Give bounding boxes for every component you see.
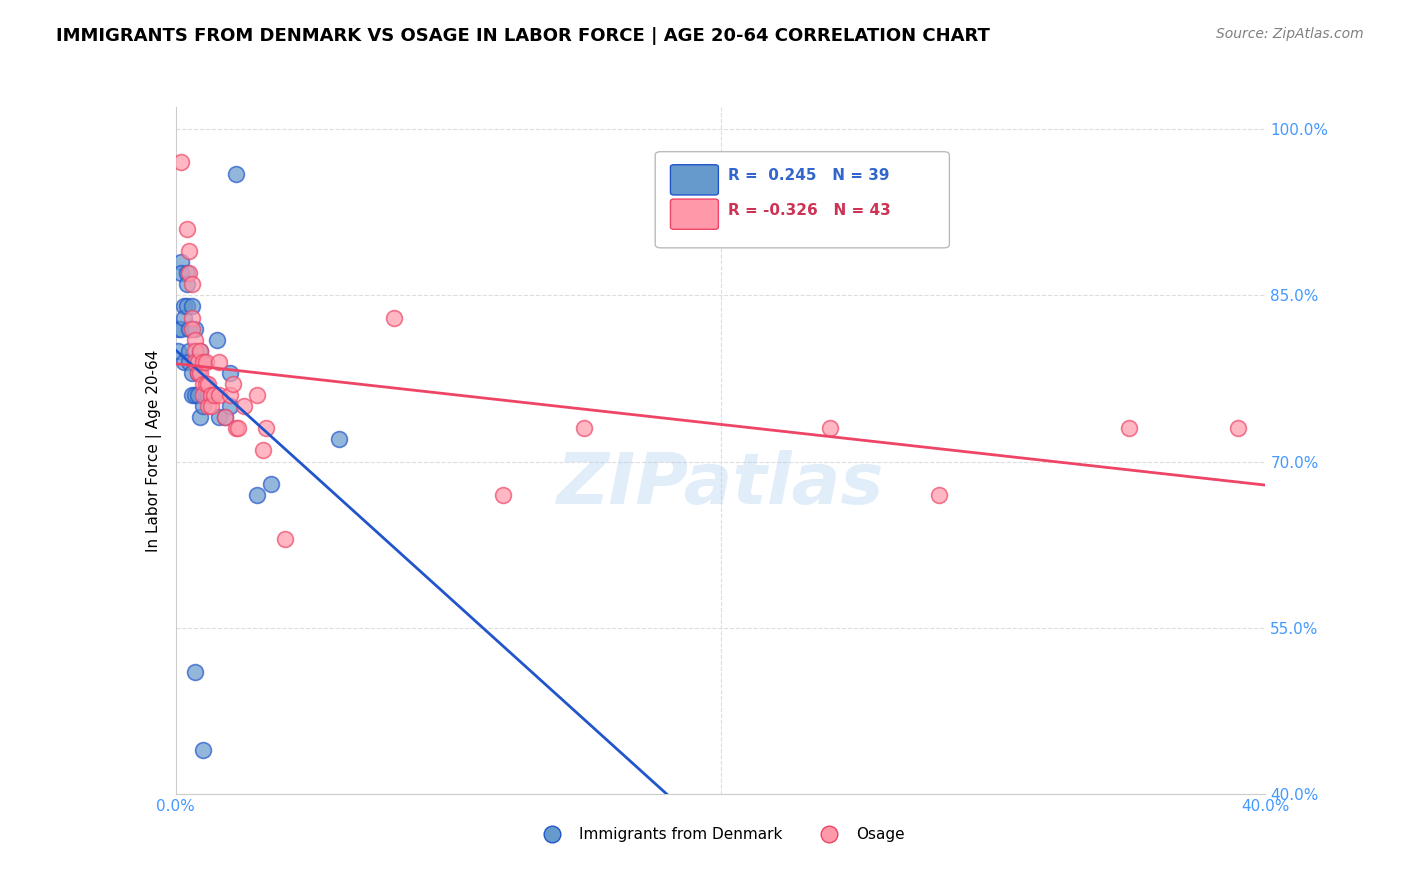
Point [246,488,269,502]
Point [181,321,204,335]
FancyBboxPatch shape [655,152,949,248]
Point [225,421,247,435]
Point [191,742,214,756]
Text: Source: ZipAtlas.com: Source: ZipAtlas.com [1216,27,1364,41]
Point [179,343,201,358]
Point [252,443,274,458]
Point [181,300,204,314]
Point [382,310,405,325]
Point [176,266,198,280]
Point [492,488,515,502]
Point [928,488,950,502]
Point [219,388,242,402]
Point [173,300,195,314]
Point [181,366,204,380]
Point [186,388,209,402]
Point [260,476,283,491]
Point [818,421,841,435]
Point [179,321,201,335]
Point [173,355,195,369]
Point [179,355,201,369]
Point [188,343,211,358]
Point [222,376,245,391]
Point [188,410,211,425]
Point [1118,421,1140,435]
Point [167,343,190,358]
Point [170,255,193,269]
Point [1227,421,1250,435]
Point [173,310,195,325]
Point [202,388,225,402]
Point [191,355,214,369]
Point [197,376,219,391]
Legend: Immigrants from Denmark, Osage: Immigrants from Denmark, Osage [530,821,911,848]
Point [181,277,204,292]
Y-axis label: In Labor Force | Age 20-64: In Labor Force | Age 20-64 [146,350,162,551]
Point [167,321,190,335]
Point [228,421,250,435]
Point [184,321,207,335]
Point [219,399,242,413]
Point [170,155,193,169]
Point [219,366,242,380]
Text: ZIPatlas: ZIPatlas [557,450,884,519]
Point [214,410,236,425]
Point [191,399,214,413]
Point [191,355,214,369]
Point [200,399,222,413]
FancyBboxPatch shape [671,165,718,195]
Point [246,388,269,402]
Point [186,355,209,369]
Point [232,399,254,413]
Point [191,376,214,391]
Point [170,321,193,335]
Point [184,388,207,402]
Point [186,366,209,380]
Point [184,355,207,369]
Point [200,388,222,402]
Point [194,355,217,369]
Point [208,355,231,369]
Text: R = -0.326   N = 43: R = -0.326 N = 43 [728,202,891,218]
FancyBboxPatch shape [671,199,718,229]
Point [176,277,198,292]
Point [200,388,222,402]
Point [184,343,207,358]
Point [179,266,201,280]
Point [274,532,297,546]
Point [191,388,214,402]
Point [328,433,350,447]
Point [205,333,228,347]
Point [176,300,198,314]
Point [574,421,596,435]
Point [184,333,207,347]
Point [186,366,209,380]
Point [181,388,204,402]
Point [188,366,211,380]
Point [197,399,219,413]
Point [176,222,198,236]
Point [170,266,193,280]
Point [181,310,204,325]
Point [254,421,277,435]
Point [208,388,231,402]
Point [214,410,236,425]
Text: R =  0.245   N = 39: R = 0.245 N = 39 [728,169,890,183]
Point [194,376,217,391]
Point [208,410,231,425]
Point [225,167,247,181]
Point [197,388,219,402]
Point [188,343,211,358]
Point [179,244,201,258]
Point [184,665,207,679]
Point [194,388,217,402]
Text: IMMIGRANTS FROM DENMARK VS OSAGE IN LABOR FORCE | AGE 20-64 CORRELATION CHART: IMMIGRANTS FROM DENMARK VS OSAGE IN LABO… [56,27,990,45]
